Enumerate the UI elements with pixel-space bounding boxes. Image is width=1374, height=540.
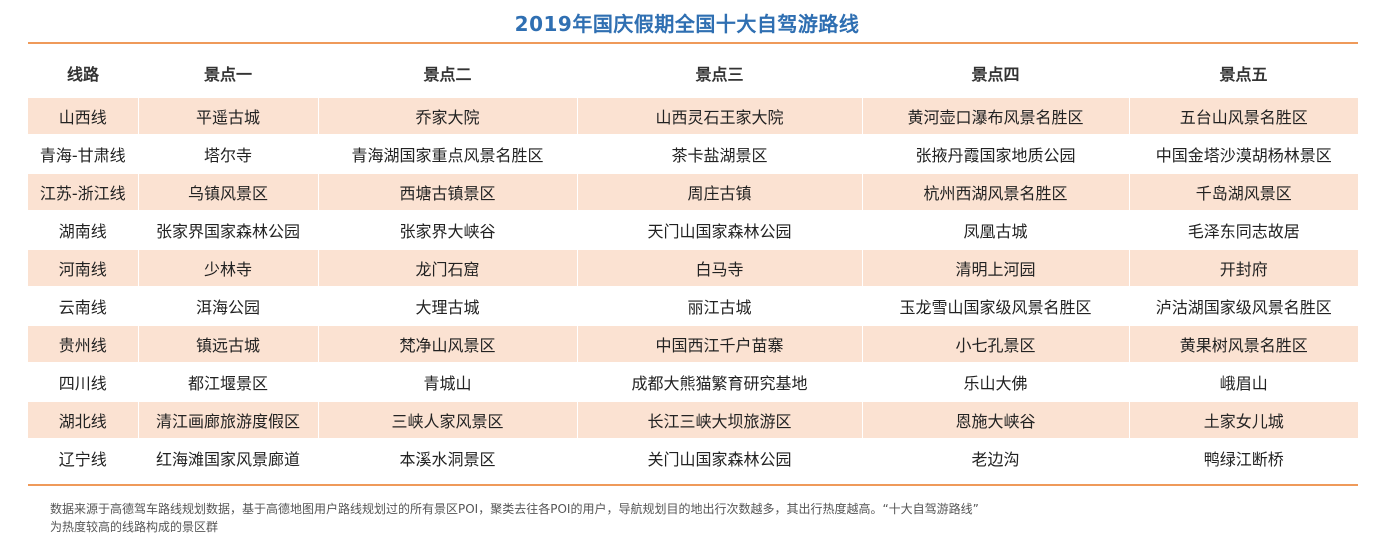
route-cell: 湖北线 bbox=[28, 401, 139, 439]
table-row: 辽宁线 红海滩国家风景廊道 本溪水洞景区 关门山国家森林公园 老边沟 鸭绿江断桥 bbox=[28, 439, 1358, 476]
spot-cell: 峨眉山 bbox=[1129, 363, 1358, 401]
table-row: 湖南线 张家界国家森林公园 张家界大峡谷 天门山国家森林公园 凤凰古城 毛泽东同… bbox=[28, 211, 1358, 249]
spot-cell: 平遥古城 bbox=[138, 98, 319, 135]
spot-cell: 五台山风景名胜区 bbox=[1129, 98, 1358, 135]
spot-cell: 中国金塔沙漠胡杨林景区 bbox=[1129, 135, 1358, 173]
table-row: 湖北线 清江画廊旅游度假区 三峡人家风景区 长江三峡大坝旅游区 恩施大峡谷 土家… bbox=[28, 401, 1358, 439]
spot-cell: 三峡人家风景区 bbox=[318, 401, 578, 439]
header-spot-2: 景点二 bbox=[423, 65, 472, 84]
header-spot-5: 景点五 bbox=[1219, 65, 1268, 84]
spot-cell: 天门山国家森林公园 bbox=[577, 211, 863, 249]
route-cell: 贵州线 bbox=[28, 325, 139, 363]
source-note-line-2: 为热度较高的线路构成的景区群 bbox=[50, 520, 219, 534]
spot-cell: 毛泽东同志故居 bbox=[1129, 211, 1358, 249]
spot-cell: 成都大熊猫繁育研究基地 bbox=[577, 363, 863, 401]
spot-cell: 土家女儿城 bbox=[1129, 401, 1358, 439]
route-cell: 青海-甘肃线 bbox=[28, 135, 139, 173]
spot-cell: 本溪水洞景区 bbox=[318, 439, 578, 476]
spot-cell: 少林寺 bbox=[138, 249, 319, 287]
table-row: 河南线 少林寺 龙门石窟 白马寺 清明上河园 开封府 bbox=[28, 249, 1358, 287]
route-cell: 江苏-浙江线 bbox=[28, 173, 139, 211]
spot-cell: 茶卡盐湖景区 bbox=[577, 135, 863, 173]
table-row: 云南线 洱海公园 大理古城 丽江古城 玉龙雪山国家级风景名胜区 泸沽湖国家级风景… bbox=[28, 287, 1358, 325]
source-note: 数据来源于高德驾车路线规划数据，基于高德地图用户路线规划过的所有景区POI，聚类… bbox=[50, 500, 1250, 536]
source-note-line-1: 数据来源于高德驾车路线规划数据，基于高德地图用户路线规划过的所有景区POI，聚类… bbox=[50, 502, 979, 516]
route-cell: 山西线 bbox=[28, 98, 139, 135]
spot-cell: 丽江古城 bbox=[577, 287, 863, 325]
spot-cell: 张家界国家森林公园 bbox=[138, 211, 319, 249]
spot-cell: 凤凰古城 bbox=[862, 211, 1130, 249]
route-cell: 湖南线 bbox=[28, 211, 139, 249]
spot-cell: 千岛湖风景区 bbox=[1129, 173, 1358, 211]
spot-cell: 梵净山风景区 bbox=[318, 325, 578, 363]
table-row: 江苏-浙江线 乌镇风景区 西塘古镇景区 周庄古镇 杭州西湖风景名胜区 千岛湖风景… bbox=[28, 173, 1358, 211]
bottom-rule bbox=[28, 484, 1358, 486]
spot-cell: 黄河壶口瀑布风景名胜区 bbox=[862, 98, 1130, 135]
spot-cell: 红海滩国家风景廊道 bbox=[138, 439, 319, 476]
spot-cell: 恩施大峡谷 bbox=[862, 401, 1130, 439]
route-cell: 四川线 bbox=[28, 363, 139, 401]
spot-cell: 长江三峡大坝旅游区 bbox=[577, 401, 863, 439]
spot-cell: 乔家大院 bbox=[318, 98, 578, 135]
spot-cell: 大理古城 bbox=[318, 287, 578, 325]
spot-cell: 都江堰景区 bbox=[138, 363, 319, 401]
spot-cell: 小七孔景区 bbox=[862, 325, 1130, 363]
spot-cell: 周庄古镇 bbox=[577, 173, 863, 211]
table-row: 山西线 平遥古城 乔家大院 山西灵石王家大院 黄河壶口瀑布风景名胜区 五台山风景… bbox=[28, 98, 1358, 135]
spot-cell: 张家界大峡谷 bbox=[318, 211, 578, 249]
header-route: 线路 bbox=[66, 65, 99, 84]
spot-cell: 青海湖国家重点风景名胜区 bbox=[318, 135, 578, 173]
route-cell: 云南线 bbox=[28, 287, 139, 325]
page-title: 2019年国庆假期全国十大自驾游路线 bbox=[514, 12, 860, 36]
route-cell: 辽宁线 bbox=[28, 439, 139, 476]
table-header-row: 线路 景点一 景点二 景点三 景点四 景点五 bbox=[28, 48, 1358, 98]
spot-cell: 玉龙雪山国家级风景名胜区 bbox=[862, 287, 1130, 325]
spot-cell: 开封府 bbox=[1129, 249, 1358, 287]
spot-cell: 乌镇风景区 bbox=[138, 173, 319, 211]
spot-cell: 泸沽湖国家级风景名胜区 bbox=[1129, 287, 1358, 325]
spot-cell: 关门山国家森林公园 bbox=[577, 439, 863, 476]
header-spot-3: 景点三 bbox=[695, 65, 744, 84]
spot-cell: 龙门石窟 bbox=[318, 249, 578, 287]
spot-cell: 青城山 bbox=[318, 363, 578, 401]
spot-cell: 洱海公园 bbox=[138, 287, 319, 325]
spot-cell: 张掖丹霞国家地质公园 bbox=[862, 135, 1130, 173]
spot-cell: 老边沟 bbox=[862, 439, 1130, 476]
routes-table: 线路 景点一 景点二 景点三 景点四 景点五 山西线 平遥古城 乔家大院 山西灵… bbox=[28, 48, 1358, 476]
table-row: 青海-甘肃线 塔尔寺 青海湖国家重点风景名胜区 茶卡盐湖景区 张掖丹霞国家地质公… bbox=[28, 135, 1358, 173]
spot-cell: 鸭绿江断桥 bbox=[1129, 439, 1358, 476]
spot-cell: 清明上河园 bbox=[862, 249, 1130, 287]
spot-cell: 黄果树风景名胜区 bbox=[1129, 325, 1358, 363]
spot-cell: 西塘古镇景区 bbox=[318, 173, 578, 211]
spot-cell: 镇远古城 bbox=[138, 325, 319, 363]
spot-cell: 山西灵石王家大院 bbox=[577, 98, 863, 135]
spot-cell: 乐山大佛 bbox=[862, 363, 1130, 401]
spot-cell: 白马寺 bbox=[577, 249, 863, 287]
top-rule bbox=[28, 42, 1358, 44]
header-spot-4: 景点四 bbox=[971, 65, 1020, 84]
header-spot-1: 景点一 bbox=[203, 65, 252, 84]
spot-cell: 清江画廊旅游度假区 bbox=[138, 401, 319, 439]
table-row: 四川线 都江堰景区 青城山 成都大熊猫繁育研究基地 乐山大佛 峨眉山 bbox=[28, 363, 1358, 401]
spot-cell: 杭州西湖风景名胜区 bbox=[862, 173, 1130, 211]
table-row: 贵州线 镇远古城 梵净山风景区 中国西江千户苗寨 小七孔景区 黄果树风景名胜区 bbox=[28, 325, 1358, 363]
spot-cell: 中国西江千户苗寨 bbox=[577, 325, 863, 363]
spot-cell: 塔尔寺 bbox=[138, 135, 319, 173]
route-cell: 河南线 bbox=[28, 249, 139, 287]
